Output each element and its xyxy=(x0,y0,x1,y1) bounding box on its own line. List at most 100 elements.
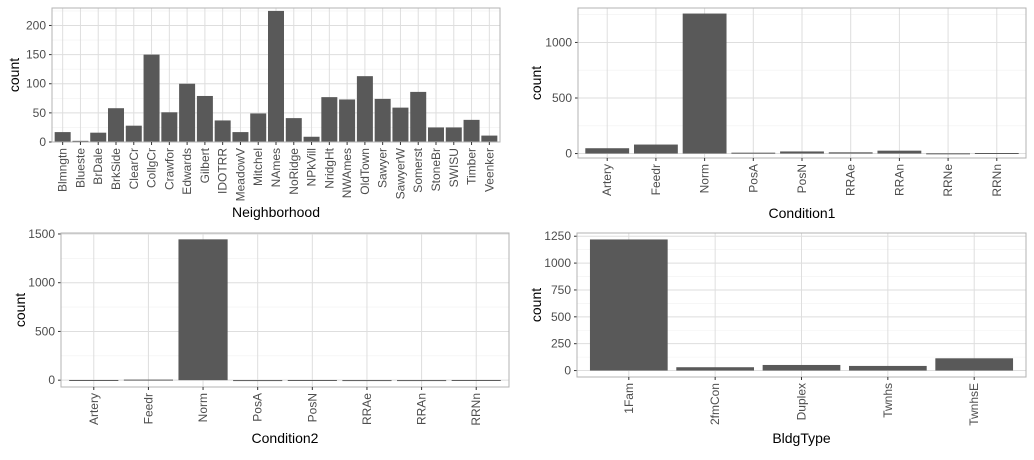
x-tick-label: Somerst xyxy=(411,147,425,192)
x-tick-label: Feedr xyxy=(649,164,663,195)
bar xyxy=(161,112,178,142)
x-tick-label: ClearCr xyxy=(127,148,141,189)
x-tick-label: Norm xyxy=(698,164,712,193)
x-axis-title: BldgType xyxy=(772,430,831,446)
x-tick-label: NoRidge xyxy=(287,148,301,195)
panel-background xyxy=(61,233,509,387)
bar xyxy=(935,358,1014,371)
x-tick-label: StoneBr xyxy=(429,148,443,191)
x-tick-label: PosA xyxy=(746,164,760,193)
bar xyxy=(356,76,373,142)
bar xyxy=(339,99,356,142)
x-tick-label: Crawfor xyxy=(162,148,176,190)
bar xyxy=(285,118,302,142)
x-tick-label: BrkSide xyxy=(109,148,123,190)
x-tick-label: PosA xyxy=(251,393,265,422)
x-tick-label: RRNn xyxy=(469,393,483,426)
bar xyxy=(762,364,841,371)
x-tick-label: Mitchel xyxy=(251,148,265,186)
x-tick-label: RRAe xyxy=(360,393,374,425)
x-tick-label: PosN xyxy=(305,393,319,422)
x-tick-label: IDOTRR xyxy=(216,148,230,194)
x-tick-label: NridgHt xyxy=(322,147,336,188)
bar xyxy=(589,239,668,371)
x-tick-label: TwnhsE xyxy=(967,383,981,426)
bar xyxy=(463,119,480,142)
bar xyxy=(342,380,392,382)
y-tick-label: 200 xyxy=(26,18,46,32)
bar xyxy=(877,150,922,154)
y-tick-label: 0 xyxy=(48,373,55,387)
bar xyxy=(178,239,228,381)
x-tick-label: NPkVill xyxy=(305,148,319,186)
y-tick-label: 0 xyxy=(565,147,572,161)
bar xyxy=(179,83,196,142)
x-tick-label: MeadowV xyxy=(233,148,247,201)
y-tick-label: 500 xyxy=(552,91,572,105)
y-axis-title: count xyxy=(6,58,22,92)
bar xyxy=(445,127,462,142)
x-tick-label: Gilbert xyxy=(198,147,212,183)
bar xyxy=(676,367,755,371)
bar xyxy=(196,95,213,142)
bar xyxy=(682,13,727,154)
y-tick-label: 500 xyxy=(35,324,55,338)
x-tick-label: Artery xyxy=(600,164,614,196)
bar xyxy=(828,152,873,154)
y-tick-label: 1000 xyxy=(544,256,571,270)
bar xyxy=(108,108,124,142)
bar xyxy=(303,136,320,142)
x-tick-label: Sawyer xyxy=(376,148,390,188)
x-tick-label: 1Fam xyxy=(622,383,636,414)
bar xyxy=(410,91,427,142)
bar xyxy=(974,153,1019,154)
bar xyxy=(397,380,447,382)
bar xyxy=(232,132,249,142)
x-tick-label: RRAn xyxy=(415,393,429,425)
bar xyxy=(585,148,630,154)
bar xyxy=(321,97,338,142)
y-tick-label: 750 xyxy=(551,283,571,297)
y-axis-title: count xyxy=(528,288,544,322)
x-tick-label: Norm xyxy=(196,393,210,422)
y-tick-label: 250 xyxy=(551,337,571,351)
bar xyxy=(731,152,776,154)
x-tick-label: RRNe xyxy=(941,164,955,197)
bar xyxy=(926,153,970,155)
bar xyxy=(233,380,283,382)
x-tick-label: Duplex xyxy=(795,383,809,420)
x-tick-label: RRAe xyxy=(844,164,858,196)
x-tick-label: Blmngtn xyxy=(56,148,70,192)
x-tick-label: Veenker xyxy=(482,148,496,192)
x-tick-label: NAmes xyxy=(269,148,283,187)
bar xyxy=(143,54,160,142)
bar xyxy=(392,107,409,142)
bar xyxy=(250,113,267,142)
x-axis-title: Condition2 xyxy=(252,430,319,446)
bar xyxy=(634,144,678,154)
bar xyxy=(90,132,107,142)
x-tick-label: Artery xyxy=(87,393,101,425)
x-tick-label: Twnhs xyxy=(881,383,895,418)
y-tick-label: 50 xyxy=(33,106,47,120)
x-tick-label: PosN xyxy=(795,164,809,193)
bar xyxy=(287,379,337,381)
y-axis-title: count xyxy=(12,293,28,327)
x-axis-title: Condition1 xyxy=(769,205,836,221)
bar xyxy=(780,151,824,154)
x-tick-label: RRNn xyxy=(990,164,1004,197)
x-tick-label: Blueste xyxy=(73,148,87,188)
bar xyxy=(69,379,119,381)
y-tick-label: 1000 xyxy=(545,35,572,49)
x-tick-label: Timber xyxy=(465,148,479,185)
y-tick-label: 0 xyxy=(39,135,46,149)
bar xyxy=(481,135,498,142)
y-tick-label: 0 xyxy=(564,364,571,378)
x-tick-label: CollgCr xyxy=(145,148,159,188)
bar xyxy=(72,140,89,142)
x-tick-label: SWISU xyxy=(447,148,461,187)
x-tick-label: NWAmes xyxy=(340,148,354,198)
bar xyxy=(268,10,284,143)
